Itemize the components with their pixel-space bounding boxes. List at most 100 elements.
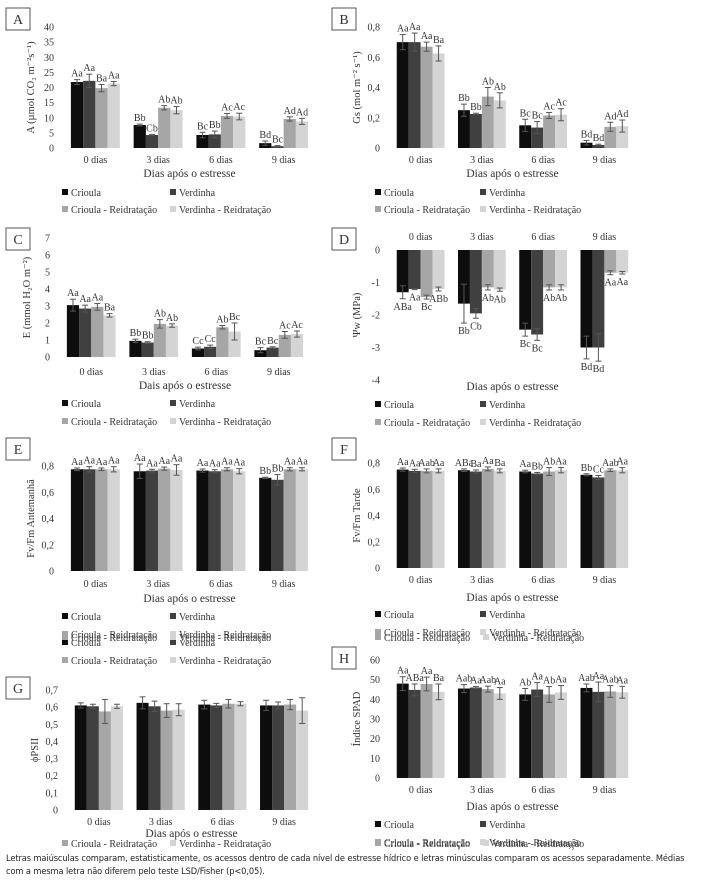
legend-swatch [170, 400, 176, 406]
panel-label: C [13, 233, 22, 248]
bar [83, 80, 96, 148]
data-label: Aa [221, 457, 233, 468]
data-label: Aa [134, 453, 146, 464]
legend-label: Verdinha - Reidratação [489, 418, 581, 429]
legend-swatch [62, 634, 68, 640]
legend-label: Crioula - Reidratação [384, 418, 470, 429]
bar [616, 692, 629, 778]
y-tick-label: 0,4 [368, 83, 381, 94]
data-label: Ac [221, 103, 233, 114]
chart-group: G 0 0,1 0,2 0,3 0,4 0,5 0,6 0,7 ϕPSII 0 dias 3 dias… [5, 640, 309, 850]
bar [555, 470, 568, 568]
legend-label: Crioula [71, 612, 102, 623]
legend-swatch [62, 206, 68, 212]
bar [191, 348, 205, 357]
panel-label-box [5, 7, 31, 31]
data-label: ABb [429, 294, 448, 305]
bar [70, 82, 84, 148]
y-tick-label: 30 [44, 53, 54, 64]
legend-label: Verdinha - Reidratação [179, 839, 271, 850]
bar [420, 683, 433, 778]
bar [233, 116, 246, 148]
data-label: Aa [470, 676, 482, 687]
data-label: Aa [83, 456, 95, 467]
y-axis-label: Índice SPAD [351, 691, 363, 746]
data-label: Aab [418, 458, 435, 469]
bar [133, 125, 146, 148]
x-axis-label: Dias após o estresse [145, 828, 237, 840]
bar [531, 689, 544, 778]
legend-swatch [170, 657, 176, 663]
x-axis-label: Dias após o estresse [143, 168, 235, 180]
legend-label: Verdinha [179, 399, 216, 410]
y-tick-label: 0,4 [46, 737, 59, 748]
data-label: Ab [494, 294, 506, 305]
legend-label: Crioula [384, 400, 415, 411]
bar [604, 250, 617, 273]
bar [469, 687, 482, 778]
bar [295, 121, 309, 148]
legend-label: Verdinha - Reidratação [179, 630, 271, 640]
legend-label: Crioula - Reidratação [71, 656, 157, 667]
y-tick-label: 0,8 [42, 462, 55, 473]
panel-label: A [13, 13, 24, 28]
bar [543, 471, 556, 568]
data-label: Bb [209, 120, 221, 131]
panel-g: G 0 0,1 0,2 0,3 0,4 0,5 0,6 0,7 ϕPSII 0 dias 3 dias… [0, 640, 352, 850]
bar [543, 250, 556, 288]
data-label: Aa [409, 293, 421, 304]
panel-label: D [339, 233, 349, 248]
panel-label-box [5, 227, 31, 251]
y-tick-label: -3 [372, 343, 380, 354]
bar [160, 710, 173, 810]
bar [616, 470, 629, 568]
data-label: Bd [593, 133, 605, 144]
x-axis-label: Dias após o estresse [466, 801, 558, 813]
legend-swatch [170, 634, 176, 640]
data-label: Ba [96, 73, 108, 84]
data-label: Ab [482, 293, 494, 304]
data-label: Bc [255, 337, 267, 348]
bar [457, 688, 470, 778]
y-tick-label: 0,2 [42, 540, 55, 551]
data-label: Aa [397, 457, 409, 468]
legend-swatch [375, 206, 381, 212]
bar [290, 334, 304, 357]
panel-label-box [5, 437, 31, 461]
x-tick-label: 6 dias [211, 817, 235, 828]
data-label: Aab [480, 675, 497, 686]
x-tick-label: 0 dias [87, 817, 111, 828]
bar [220, 115, 234, 148]
x-tick-label: 3 dias [470, 785, 494, 796]
panel-label-box [331, 227, 357, 251]
legend-swatch [170, 840, 176, 846]
data-label: Aa [108, 456, 120, 467]
legend-label: Verdinha - Reidratação [489, 628, 581, 639]
y-tick-label: 6 [45, 251, 50, 262]
data-label: Ad [616, 109, 628, 120]
data-label: Bb [272, 464, 284, 475]
legend-label: Crioula - Reidratação [384, 205, 470, 216]
bar [420, 470, 433, 568]
y-tick-label: 0,3 [46, 754, 59, 765]
bar [170, 110, 183, 148]
bar [432, 470, 445, 568]
legend-label: Verdinha [179, 640, 216, 649]
legend-label: Crioula [384, 820, 415, 831]
x-tick-label: 6 dias [531, 575, 555, 586]
y-tick-label: -4 [372, 376, 380, 387]
legend-label: Crioula - Reidratação [71, 417, 157, 428]
data-label: Aab [602, 675, 619, 686]
x-tick-label: 3 dias [146, 155, 170, 166]
legend-swatch [375, 840, 381, 846]
legend-label: Verdinha - Reidratação [492, 633, 584, 644]
legend-row: Crioula - Reidratação Verdinha - Reidrata… [375, 839, 584, 850]
data-label: Aa [296, 457, 308, 468]
bar [158, 468, 171, 571]
legend-swatch [375, 611, 381, 617]
bar [208, 471, 221, 571]
